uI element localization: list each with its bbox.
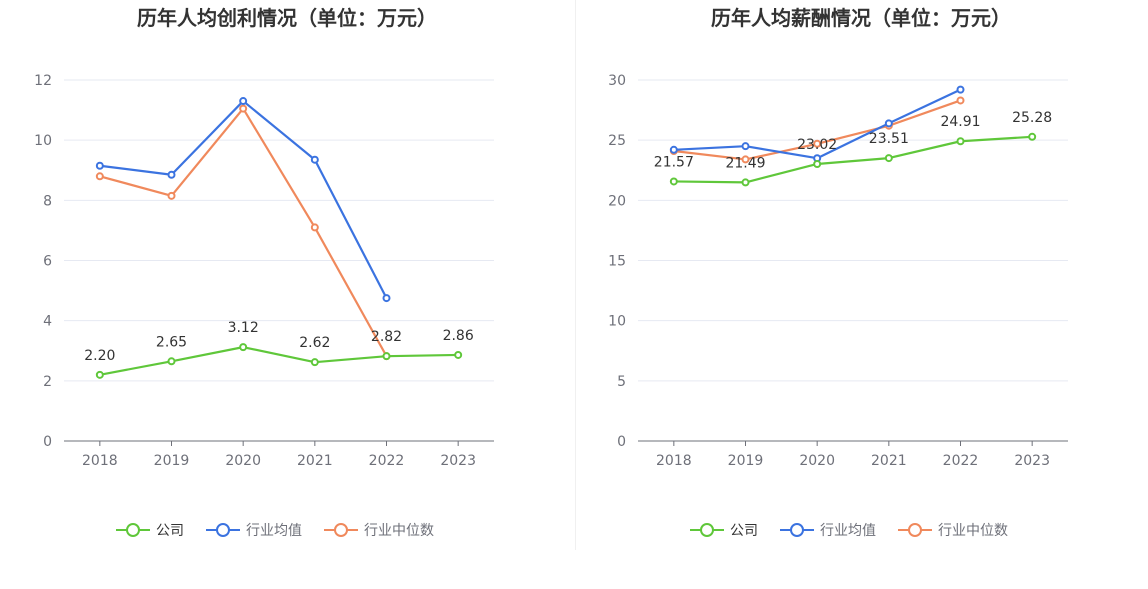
legend-marker-icon: [700, 523, 714, 537]
data-point-company[interactable]: [956, 137, 965, 146]
x-tick-label: 2021: [297, 453, 333, 469]
legend-item-industry-median[interactable]: 行业中位数: [324, 523, 434, 539]
y-tick-label: 5: [617, 374, 626, 390]
y-tick-label: 25: [608, 133, 626, 149]
y-tick-label: 2: [43, 374, 52, 390]
legend-marker-icon: [908, 523, 922, 537]
data-point-industry-avg[interactable]: [382, 294, 391, 303]
x-tick-label: 2020: [225, 453, 261, 469]
y-tick-label: 8: [43, 193, 52, 209]
legend-marker-icon: [334, 523, 348, 537]
series-line-company: [99, 346, 459, 376]
data-point-company[interactable]: [813, 159, 822, 168]
salary-per-capita-chart: 历年人均薪酬情况（单位：万元） 0 5 10 15 20 25 30 2018 2019 2020 2…: [574, 0, 1148, 589]
data-point-company[interactable]: [167, 357, 176, 366]
data-label: 2.65: [156, 334, 187, 350]
y-tick-label: 6: [43, 254, 52, 270]
data-label: 2.20: [84, 348, 115, 364]
data-point-company[interactable]: [669, 177, 678, 186]
data-label: 21.49: [725, 155, 765, 171]
data-point-industry-median[interactable]: [95, 172, 104, 181]
y-tick-label: 10: [608, 314, 626, 330]
data-label: 24.91: [940, 114, 980, 130]
series-line-industry-avg: [99, 99, 388, 299]
legend-label: 公司: [730, 523, 758, 539]
salary-chart-svg: 历年人均薪酬情况（单位：万元） 0 5 10 15 20 25 30 2018 2019 2020 2…: [608, 6, 1068, 539]
profit-per-capita-chart: 历年人均创利情况（单位：万元） 0 2 4 6 8 10 12 2018 2019 2020 2021…: [34, 6, 494, 539]
legend-marker-icon: [216, 523, 230, 537]
profit-chart-svg: 历年人均创利情况（单位：万元） 0 2 4 6 8 10 12 2018 2019 2020 2021…: [34, 6, 494, 539]
x-tick-label: 2018: [656, 453, 692, 469]
y-tick-label: 15: [608, 254, 626, 270]
legend-label: 行业均值: [246, 523, 302, 539]
data-label: 2.62: [299, 335, 330, 351]
data-label: 3.12: [228, 320, 259, 336]
legend-label: 行业中位数: [938, 523, 1008, 539]
series-line-industry-median: [99, 107, 388, 357]
data-point-industry-avg[interactable]: [95, 161, 104, 170]
legend-item-industry-median[interactable]: 行业中位数: [898, 523, 1008, 539]
data-point-industry-median[interactable]: [956, 96, 965, 105]
legend-marker-icon: [790, 523, 804, 537]
panel-divider: [575, 0, 576, 550]
chart-title: 历年人均创利情况（单位：万元）: [137, 6, 437, 30]
x-tick-label: 2022: [943, 453, 979, 469]
data-point-industry-avg[interactable]: [741, 142, 750, 151]
x-tick-label: 2023: [1014, 453, 1050, 469]
legend-item-company[interactable]: 公司: [690, 523, 758, 539]
y-tick-label: 0: [43, 434, 52, 450]
data-label: 23.51: [869, 131, 909, 147]
data-point-industry-avg[interactable]: [239, 97, 248, 106]
data-point-company[interactable]: [454, 350, 463, 359]
x-tick-label: 2018: [82, 453, 118, 469]
data-point-industry-avg[interactable]: [669, 145, 678, 154]
data-label: 25.28: [1012, 110, 1052, 126]
data-point-company[interactable]: [95, 370, 104, 379]
data-point-industry-avg[interactable]: [884, 119, 893, 128]
legend-label: 公司: [156, 523, 184, 539]
x-tick-label: 2021: [871, 453, 907, 469]
data-label: 23.02: [797, 137, 837, 153]
series-line-company: [673, 135, 1033, 184]
data-point-company[interactable]: [310, 358, 319, 367]
data-label: 2.82: [371, 329, 402, 345]
y-tick-label: 10: [34, 133, 52, 149]
data-point-company[interactable]: [1028, 132, 1037, 141]
y-tick-label: 20: [608, 193, 626, 209]
x-tick-label: 2019: [728, 453, 764, 469]
legend-label: 行业均值: [820, 523, 876, 539]
data-point-industry-median[interactable]: [310, 223, 319, 232]
legend-item-industry-avg[interactable]: 行业均值: [780, 523, 876, 539]
data-point-company[interactable]: [382, 352, 391, 361]
data-point-industry-median[interactable]: [167, 191, 176, 200]
y-tick-label: 30: [608, 73, 626, 89]
data-point-company[interactable]: [884, 154, 893, 163]
y-tick-label: 12: [34, 73, 52, 89]
legend-item-company[interactable]: 公司: [116, 523, 184, 539]
x-tick-label: 2019: [154, 453, 190, 469]
data-point-industry-median[interactable]: [813, 139, 822, 148]
x-tick-label: 2022: [369, 453, 405, 469]
x-tick-label: 2020: [799, 453, 835, 469]
data-point-industry-median[interactable]: [239, 104, 248, 113]
data-point-industry-avg[interactable]: [956, 85, 965, 94]
x-tick-label: 2023: [440, 453, 476, 469]
y-tick-label: 4: [43, 314, 52, 330]
legend-item-industry-avg[interactable]: 行业均值: [206, 523, 302, 539]
chart-title: 历年人均薪酬情况（单位：万元）: [711, 6, 1011, 30]
data-point-company[interactable]: [239, 343, 248, 352]
data-label: 2.86: [443, 328, 474, 344]
data-point-industry-avg[interactable]: [310, 155, 319, 164]
data-label: 21.57: [654, 154, 694, 170]
legend-label: 行业中位数: [364, 523, 434, 539]
data-point-company[interactable]: [741, 178, 750, 187]
y-tick-label: 0: [617, 434, 626, 450]
data-point-industry-avg[interactable]: [167, 170, 176, 179]
legend-marker-icon: [126, 523, 140, 537]
data-point-industry-median[interactable]: [741, 155, 750, 164]
